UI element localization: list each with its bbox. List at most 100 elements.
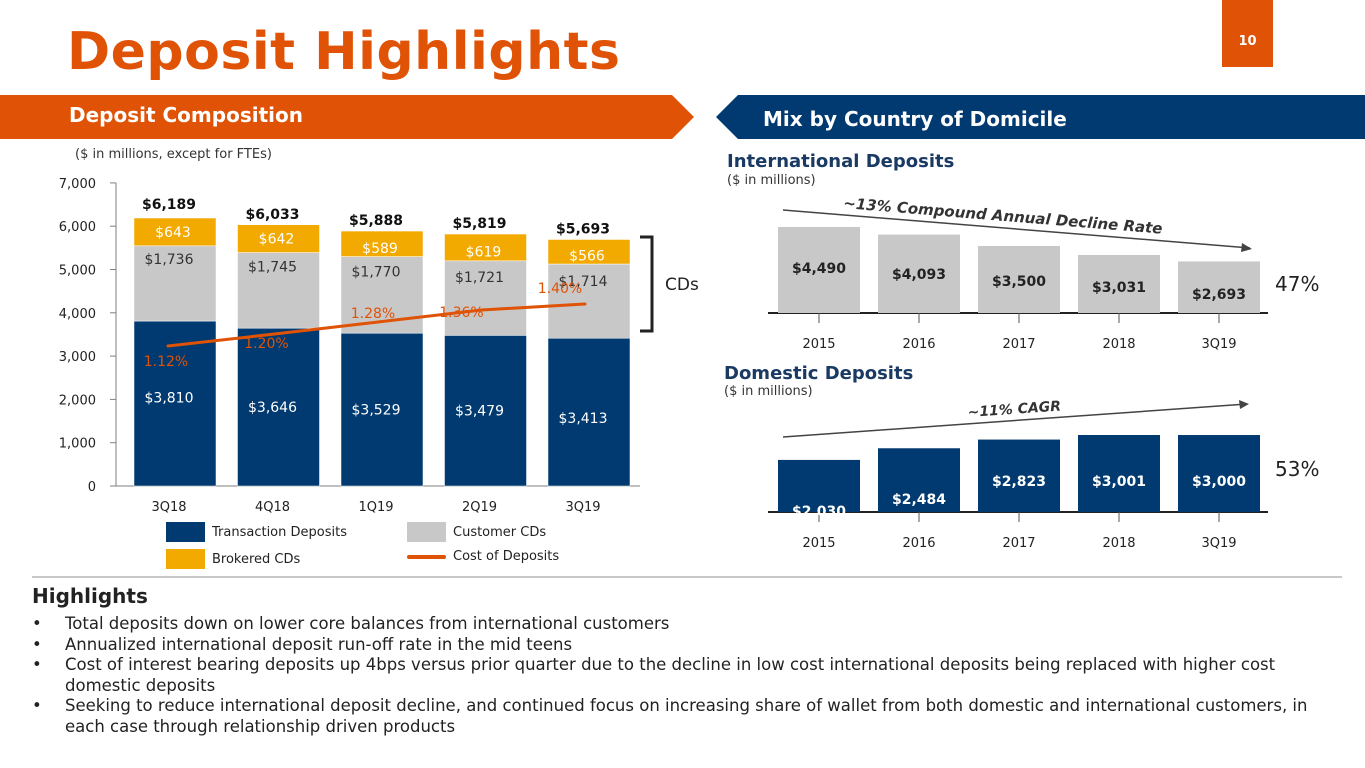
bar-total-label: $5,693 [556,221,610,237]
country-mix-banner: Mix by Country of Domicile [763,107,1067,131]
page-title: Deposit Highlights [67,22,621,82]
trend-label: ~11% CAGR [967,399,1061,421]
x-tick-label: 2Q19 [462,500,497,515]
bar-value-label: $4,490 [792,261,846,277]
legend-label-customer-cds: Customer CDs [453,524,547,540]
x-tick-label: 2017 [1002,536,1035,551]
bar [778,459,860,512]
x-tick-label: 3Q18 [151,500,186,515]
y-tick-label: 5,000 [59,264,96,279]
bar [778,227,860,313]
bar-value-label: $2,693 [1192,287,1246,303]
page-number-badge: 10 [1222,0,1273,67]
x-tick-label: 2018 [1102,536,1135,551]
legend-label-brokered-cds: Brokered CDs [212,551,301,567]
cost-of-deposits-line [166,302,587,348]
bar-segment-label: $1,736 [145,252,194,268]
bar-segment [340,230,424,257]
y-tick-label: 1,000 [59,437,96,452]
bar-value-label: $3,001 [1092,474,1146,490]
highlight-bullet: Seeking to reduce international deposit … [32,696,1342,737]
bar [878,448,960,512]
bar [1078,254,1160,313]
bar-segment [547,239,631,265]
x-tick-label: 1Q19 [358,500,393,515]
bar-value-label: $2,484 [892,492,946,508]
x-tick-label: 2018 [1102,337,1135,352]
international-units: ($ in millions) [727,173,816,188]
bar-segment-label: $3,810 [145,391,194,407]
bar [1178,261,1260,313]
x-tick-label: 2016 [902,536,935,551]
highlight-bullet: Annualized international deposit run-off… [32,635,1342,656]
bar [1178,435,1260,512]
highlight-bullet: Cost of interest bearing deposits up 4bp… [32,655,1342,696]
domestic-title: Domestic Deposits [724,363,914,384]
international-title: International Deposits [727,151,955,172]
bar-segment [547,263,631,339]
international-share: 47% [1275,272,1320,296]
highlight-bullet: Total deposits down on lower core balanc… [32,614,1342,635]
legend-swatch-transaction [166,522,205,542]
deposit-composition-banner: Deposit Composition [69,103,303,127]
bar-value-label: $3,500 [992,274,1046,290]
bar-segment-label: $589 [362,241,398,257]
bar-segment [444,335,527,487]
highlights-heading: Highlights [32,584,148,608]
legend-cost: Cost of Deposits [407,549,559,564]
bar-segment-label: $3,413 [559,411,608,427]
domestic-share: 53% [1275,457,1320,481]
bar-segment [547,337,631,487]
bar-total-label: $5,819 [452,216,506,232]
bar-segment-label: $566 [569,249,605,265]
bar-segment-label: $3,646 [248,400,297,416]
trend-line [782,209,1251,249]
y-tick-label: 0 [88,480,96,495]
bar-segment [133,320,217,487]
domestic-units: ($ in millions) [724,384,813,399]
legend-swatch-cost [407,554,446,559]
bar-segment-label: $3,479 [455,404,504,420]
trend-label: ~13% Compound Annual Decline Rate [843,194,1163,238]
cost-of-deposits-label: 1.20% [244,336,288,352]
bar-segment-label: $1,770 [352,265,401,281]
bar-segment [237,252,320,329]
bar-value-label: $2,030 [792,504,846,520]
bar-segment-label: $1,745 [248,260,297,276]
x-tick-label: 2015 [802,536,835,551]
bar-segment [237,224,320,253]
bar-segment-label: $1,721 [455,270,504,286]
bar-total-label: $6,033 [245,207,299,223]
bar-segment-label: $643 [155,225,191,241]
legend-swatch-customer-cds [407,522,446,542]
legend-label-transaction: Transaction Deposits [212,524,347,540]
x-tick-label: 2015 [802,337,835,352]
legend-swatch-brokered-cds [166,549,205,569]
trend-arrowhead [1241,243,1252,252]
bar-segment [133,245,217,322]
bar-segment [133,217,217,247]
x-tick-label: 4Q18 [255,500,290,515]
deposit-composition-chart: 0 1,000 2,000 3,000 4,000 5,000 6,000 7,000 $3,8… [59,177,699,515]
country-mix-banner-shape [716,95,1365,139]
x-tick-label: 3Q19 [1201,337,1236,352]
cost-of-deposits-label: 1.36% [439,305,483,321]
deposit-composition-banner-shape [0,95,694,139]
section-banners [0,95,1365,139]
bar-value-label: $3,031 [1092,280,1146,296]
y-tick-label: 7,000 [59,177,96,192]
legend-brokered-cds: Brokered CDs [166,549,300,569]
units-note: ($ in millions, except for FTEs) [75,147,272,162]
cost-of-deposits-label: 1.12% [144,354,188,370]
x-tick-label: 2016 [902,337,935,352]
bar [878,234,960,313]
section-divider [32,576,1342,578]
x-tick-label: 3Q19 [565,500,600,515]
cost-of-deposits-label: 1.28% [351,306,395,322]
bar-value-label: $3,000 [1192,474,1246,490]
domestic-deposits-chart: 2015 $2,030 2016 $2,484 2017 $2,823 2018 $3,001… [768,399,1268,551]
highlights-list: Total deposits down on lower core balanc… [32,614,1342,737]
y-tick-label: 4,000 [59,307,96,322]
bar-segment [444,260,527,336]
trend-arrowhead [1239,400,1249,409]
